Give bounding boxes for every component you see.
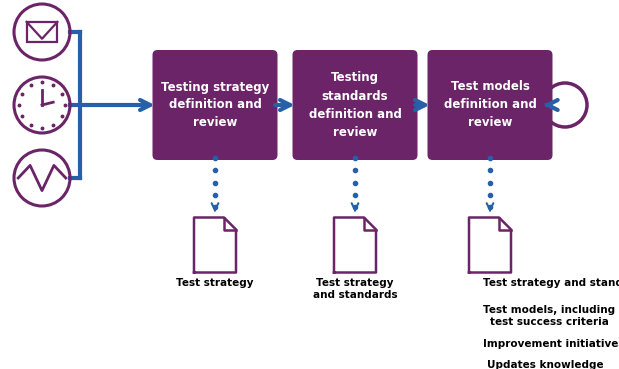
Polygon shape [194, 217, 236, 272]
Text: Testing
standards
definition and
review: Testing standards definition and review [308, 72, 402, 138]
Text: Test strategy: Test strategy [176, 278, 254, 288]
Polygon shape [334, 217, 376, 272]
Text: Testing strategy
definition and
review: Testing strategy definition and review [161, 80, 269, 130]
Text: Test strategy and standards: Test strategy and standards [483, 278, 619, 288]
FancyBboxPatch shape [428, 50, 553, 160]
FancyBboxPatch shape [293, 50, 417, 160]
Text: Test strategy
and standards: Test strategy and standards [313, 278, 397, 300]
Text: Test models, including
test success criteria: Test models, including test success crit… [483, 305, 615, 327]
Bar [27, 22, 58, 42]
Text: Improvement initiatives: Improvement initiatives [483, 339, 619, 349]
Text: Updates knowledge
management articles: Updates knowledge management articles [483, 360, 608, 369]
Polygon shape [469, 217, 511, 272]
Text: Test models
definition and
review: Test models definition and review [444, 80, 537, 130]
FancyBboxPatch shape [152, 50, 277, 160]
